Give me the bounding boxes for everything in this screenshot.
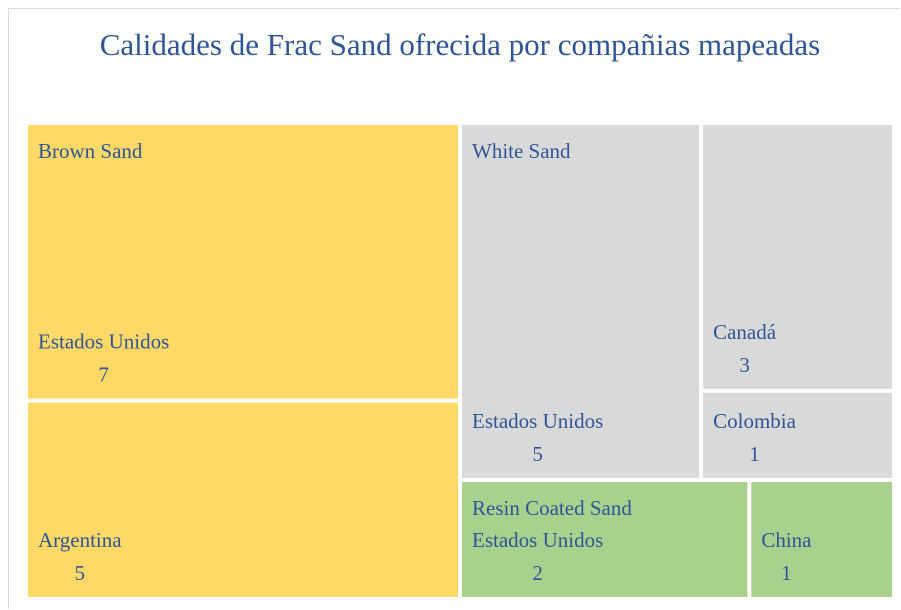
- tile-value: 5: [75, 561, 86, 585]
- tile-value: 3: [739, 353, 750, 377]
- tile-value: 5: [532, 442, 543, 466]
- tile-value: 2: [532, 561, 543, 585]
- tile: [703, 125, 892, 389]
- tile-label: Estados Unidos: [472, 409, 603, 433]
- tile-label: China: [761, 528, 812, 552]
- tile-value: 1: [749, 442, 760, 466]
- tile-label: Estados Unidos: [38, 330, 169, 354]
- tile: [28, 402, 458, 597]
- tile: [28, 125, 458, 399]
- tile-label: Colombia: [713, 409, 797, 433]
- tile: [703, 392, 892, 478]
- chart-title: Calidades de Frac Sand ofrecida por comp…: [99, 27, 821, 62]
- tile-label: Estados Unidos: [472, 528, 603, 552]
- group-label: Resin Coated Sand: [472, 496, 632, 520]
- chart-frame: [8, 8, 900, 609]
- tile-value: 7: [98, 363, 109, 387]
- tile: [462, 482, 748, 597]
- tile: [462, 125, 700, 478]
- tile-label: Argentina: [38, 528, 122, 552]
- tile: [751, 482, 892, 597]
- group-label: White Sand: [472, 139, 571, 163]
- tile-value: 1: [781, 561, 792, 585]
- group-label: Brown Sand: [38, 139, 143, 163]
- tile-label: Canadá: [713, 320, 777, 344]
